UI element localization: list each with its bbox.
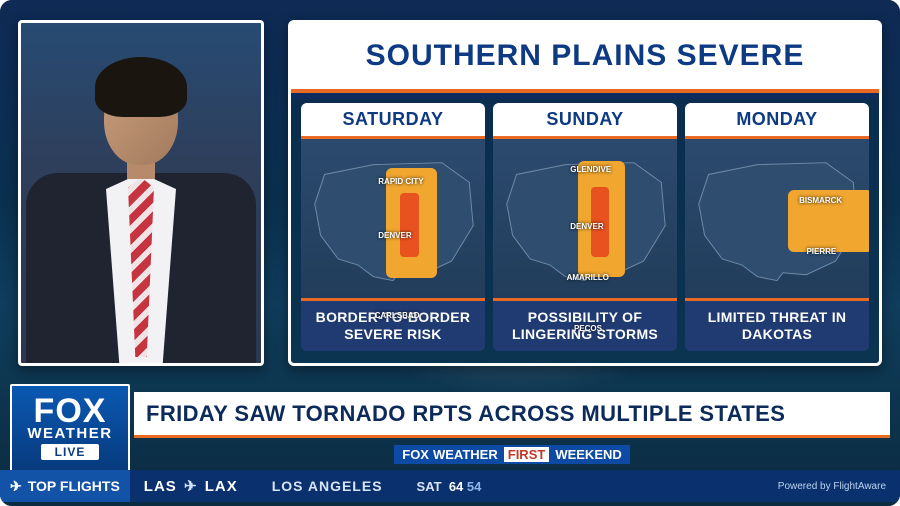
map-city-label: GLENDIVE: [570, 165, 611, 174]
ticker-label: ✈ TOP FLIGHTS: [0, 470, 130, 502]
card-map: RAPID CITYDENVERCARLSBAD: [301, 139, 485, 298]
logo-line1: FOX: [34, 396, 107, 427]
headline-text: FRIDAY SAW TORNADO RPTS ACROSS MULTIPLE …: [146, 401, 785, 427]
map-city-label: BISMARCK: [799, 196, 842, 205]
route-to: LAX: [205, 478, 238, 495]
caption-line-2: SEVERE RISK: [307, 326, 479, 343]
route-plane-icon: ✈: [182, 478, 200, 495]
live-badge: LIVE: [41, 444, 100, 460]
card-caption: BORDER-TO-BORDERSEVERE RISK: [301, 298, 485, 351]
card-map: BISMARCK PIERRE: [685, 139, 869, 298]
panel-title-bar: SOUTHERN PLAINS SEVERE: [291, 23, 879, 93]
forecast-card: SUNDAYGLENDIVEDENVERAMARILLOPECOSPOSSIBI…: [493, 103, 677, 351]
lower-third: FOX WEATHER LIVE FRIDAY SAW TORNADO RPTS…: [0, 384, 900, 464]
card-day-label: SUNDAY: [493, 103, 677, 139]
show-net: FOX: [402, 447, 429, 462]
anchor-video-box: [18, 20, 264, 366]
card-map: GLENDIVEDENVERAMARILLOPECOS: [493, 139, 677, 298]
logo-line2: WEATHER: [27, 425, 112, 442]
panel-title: SOUTHERN PLAINS SEVERE: [366, 39, 805, 73]
map-city-label: AMARILLO: [567, 273, 609, 282]
network-logo: FOX WEATHER LIVE: [10, 384, 130, 472]
map-city-label: PIERRE: [806, 247, 836, 256]
ticker-hi: 64: [449, 479, 463, 494]
forecast-card: MONDAY BISMARCK PIERRE LIMITED THREAT INDAK…: [685, 103, 869, 351]
map-city-label: PECOS: [574, 324, 602, 333]
ticker-route: LAS ✈ LAX: [130, 477, 252, 495]
ticker-temps: SAT 64 54: [403, 479, 496, 494]
forecast-panel: SOUTHERN PLAINS SEVERE SATURDAY RAPID CIT…: [288, 20, 882, 366]
ticker-city: LOS ANGELES: [252, 478, 403, 494]
show-suffix: WEEKEND: [555, 447, 621, 462]
ticker-day: SAT: [417, 479, 442, 494]
show-badge: FOX WEATHER FIRST WEEKEND: [394, 445, 630, 464]
card-day-label: MONDAY: [685, 103, 869, 139]
map-city-label: DENVER: [570, 222, 603, 231]
map-city-label: CARLSBAD: [375, 311, 420, 320]
plane-icon: ✈: [10, 478, 22, 495]
headline-bar: FRIDAY SAW TORNADO RPTS ACROSS MULTIPLE …: [134, 392, 890, 438]
ticker-label-text: TOP FLIGHTS: [28, 478, 120, 494]
route-from: LAS: [144, 478, 177, 495]
ticker-bar: ✈ TOP FLIGHTS LAS ✈ LAX LOS ANGELES SAT …: [0, 470, 900, 502]
broadcast-frame: SOUTHERN PLAINS SEVERE SATURDAY RAPID CIT…: [0, 0, 900, 506]
map-city-label: DENVER: [378, 231, 411, 240]
show-word: FIRST: [504, 447, 550, 462]
forecast-card: SATURDAY RAPID CITY DENVER CARLSBADBORDER-T…: [301, 103, 485, 351]
caption-line-1: LIMITED THREAT IN: [691, 309, 863, 326]
forecast-cards-row: SATURDAY RAPID CITY DENVER CARLSBADBORDER-T…: [291, 93, 879, 363]
map-city-label: RAPID CITY: [378, 177, 423, 186]
risk-area-inner: [400, 193, 418, 257]
show-bar: FOX WEATHER FIRST WEEKEND: [134, 441, 890, 467]
card-day-label: SATURDAY: [301, 103, 485, 139]
caption-line-2: DAKOTAS: [691, 326, 863, 343]
show-brand: WEATHER: [433, 447, 498, 462]
card-caption: LIMITED THREAT INDAKOTAS: [685, 298, 869, 351]
ticker-powered: Powered by FlightAware: [764, 481, 900, 492]
ticker-lo: 54: [467, 479, 481, 494]
